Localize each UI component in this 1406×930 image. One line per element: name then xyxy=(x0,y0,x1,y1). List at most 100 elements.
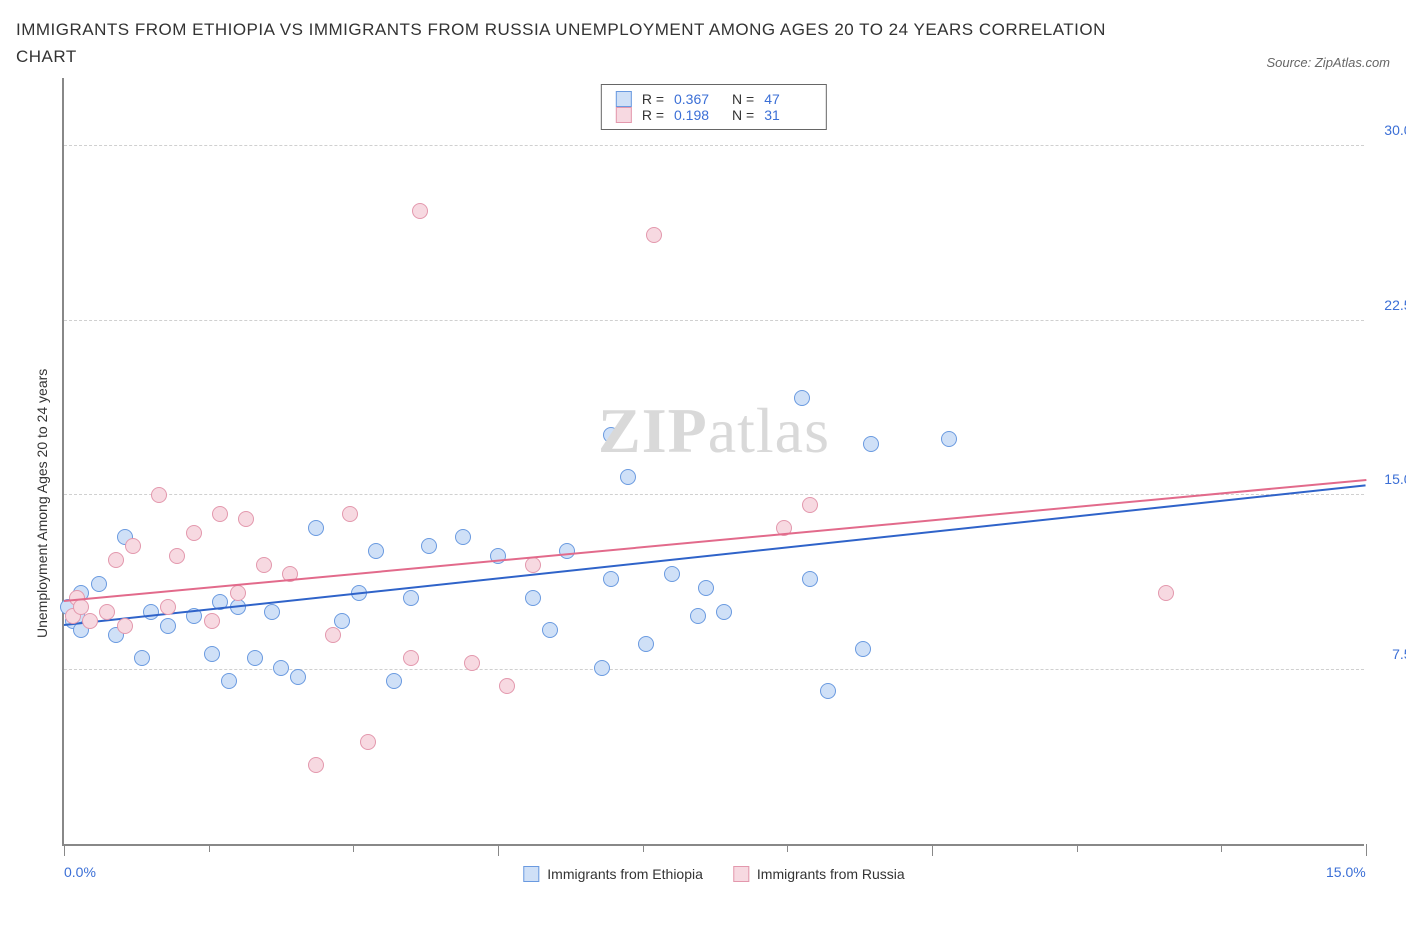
data-point xyxy=(455,529,471,545)
data-point xyxy=(134,650,150,666)
gridline xyxy=(64,145,1364,146)
data-point xyxy=(308,520,324,536)
x-tick xyxy=(1221,844,1222,852)
data-point xyxy=(91,576,107,592)
data-point xyxy=(169,548,185,564)
gridline xyxy=(64,494,1364,495)
data-point xyxy=(542,622,558,638)
legend-r-value: 0.198 xyxy=(674,107,722,123)
data-point xyxy=(559,543,575,559)
x-tick xyxy=(643,844,644,852)
data-point xyxy=(794,390,810,406)
y-tick-label: 15.0% xyxy=(1369,471,1406,487)
x-tick-label: 15.0% xyxy=(1326,864,1366,880)
data-point xyxy=(525,590,541,606)
data-point xyxy=(230,585,246,601)
data-point xyxy=(360,734,376,750)
legend-n-value: 47 xyxy=(764,91,812,107)
source-label: Source: ZipAtlas.com xyxy=(1266,55,1390,70)
data-point xyxy=(325,627,341,643)
data-point xyxy=(82,613,98,629)
chart-title: IMMIGRANTS FROM ETHIOPIA VS IMMIGRANTS F… xyxy=(16,16,1116,70)
correlation-legend: R = 0.367 N = 47R = 0.198 N = 31 xyxy=(601,84,827,130)
data-point xyxy=(499,678,515,694)
data-point xyxy=(802,571,818,587)
data-point xyxy=(941,431,957,447)
data-point xyxy=(342,506,358,522)
data-point xyxy=(698,580,714,596)
data-point xyxy=(638,636,654,652)
data-point xyxy=(117,618,133,634)
data-point xyxy=(151,487,167,503)
legend-item: Immigrants from Ethiopia xyxy=(523,866,703,882)
y-tick-label: 30.0% xyxy=(1369,122,1406,138)
data-point xyxy=(421,538,437,554)
data-point xyxy=(125,538,141,554)
x-tick xyxy=(209,844,210,852)
x-tick-minor xyxy=(498,844,499,856)
data-point xyxy=(238,511,254,527)
data-point xyxy=(1158,585,1174,601)
trend-line xyxy=(64,479,1366,602)
legend-r-label: R = xyxy=(642,91,664,107)
legend-n-value: 31 xyxy=(764,107,812,123)
gridline xyxy=(64,320,1364,321)
legend-r-value: 0.367 xyxy=(674,91,722,107)
data-point xyxy=(186,525,202,541)
series-legend: Immigrants from Ethiopia Immigrants from … xyxy=(523,866,904,882)
legend-swatch xyxy=(616,107,632,123)
x-tick-label: 0.0% xyxy=(64,864,96,880)
legend-swatch xyxy=(523,866,539,882)
y-tick-label: 22.5% xyxy=(1369,297,1406,313)
x-tick-minor xyxy=(1366,844,1367,856)
legend-n-label: N = xyxy=(732,107,754,123)
data-point xyxy=(386,673,402,689)
data-point xyxy=(412,203,428,219)
data-point xyxy=(273,660,289,676)
data-point xyxy=(690,608,706,624)
data-point xyxy=(620,469,636,485)
legend-series-name: Immigrants from Ethiopia xyxy=(547,866,703,882)
data-point xyxy=(204,613,220,629)
data-point xyxy=(256,557,272,573)
legend-swatch xyxy=(616,91,632,107)
data-point xyxy=(290,669,306,685)
data-point xyxy=(646,227,662,243)
y-tick-label: 7.5% xyxy=(1369,646,1406,662)
data-point xyxy=(802,497,818,513)
trend-line xyxy=(64,484,1366,626)
x-tick xyxy=(1077,844,1078,852)
x-tick-minor xyxy=(932,844,933,856)
data-point xyxy=(160,618,176,634)
data-point xyxy=(664,566,680,582)
data-point xyxy=(160,599,176,615)
x-tick xyxy=(787,844,788,852)
data-point xyxy=(221,673,237,689)
data-point xyxy=(855,641,871,657)
y-axis-label: Unemployment Among Ages 20 to 24 years xyxy=(34,369,50,638)
legend-series-name: Immigrants from Russia xyxy=(757,866,905,882)
data-point xyxy=(212,506,228,522)
data-point xyxy=(403,650,419,666)
data-point xyxy=(264,604,280,620)
legend-swatch xyxy=(733,866,749,882)
data-point xyxy=(863,436,879,452)
data-point xyxy=(308,757,324,773)
data-point xyxy=(525,557,541,573)
x-tick xyxy=(353,844,354,852)
legend-row: R = 0.198 N = 31 xyxy=(616,107,812,123)
data-point xyxy=(247,650,263,666)
data-point xyxy=(403,590,419,606)
legend-row: R =0.367N =47 xyxy=(616,91,812,107)
data-point xyxy=(464,655,480,671)
data-point xyxy=(108,552,124,568)
data-point xyxy=(603,571,619,587)
data-point xyxy=(603,427,619,443)
data-point xyxy=(594,660,610,676)
data-point xyxy=(368,543,384,559)
data-point xyxy=(716,604,732,620)
legend-item: Immigrants from Russia xyxy=(733,866,905,882)
data-point xyxy=(204,646,220,662)
x-tick-minor xyxy=(64,844,65,856)
legend-r-label: R = xyxy=(642,107,664,123)
